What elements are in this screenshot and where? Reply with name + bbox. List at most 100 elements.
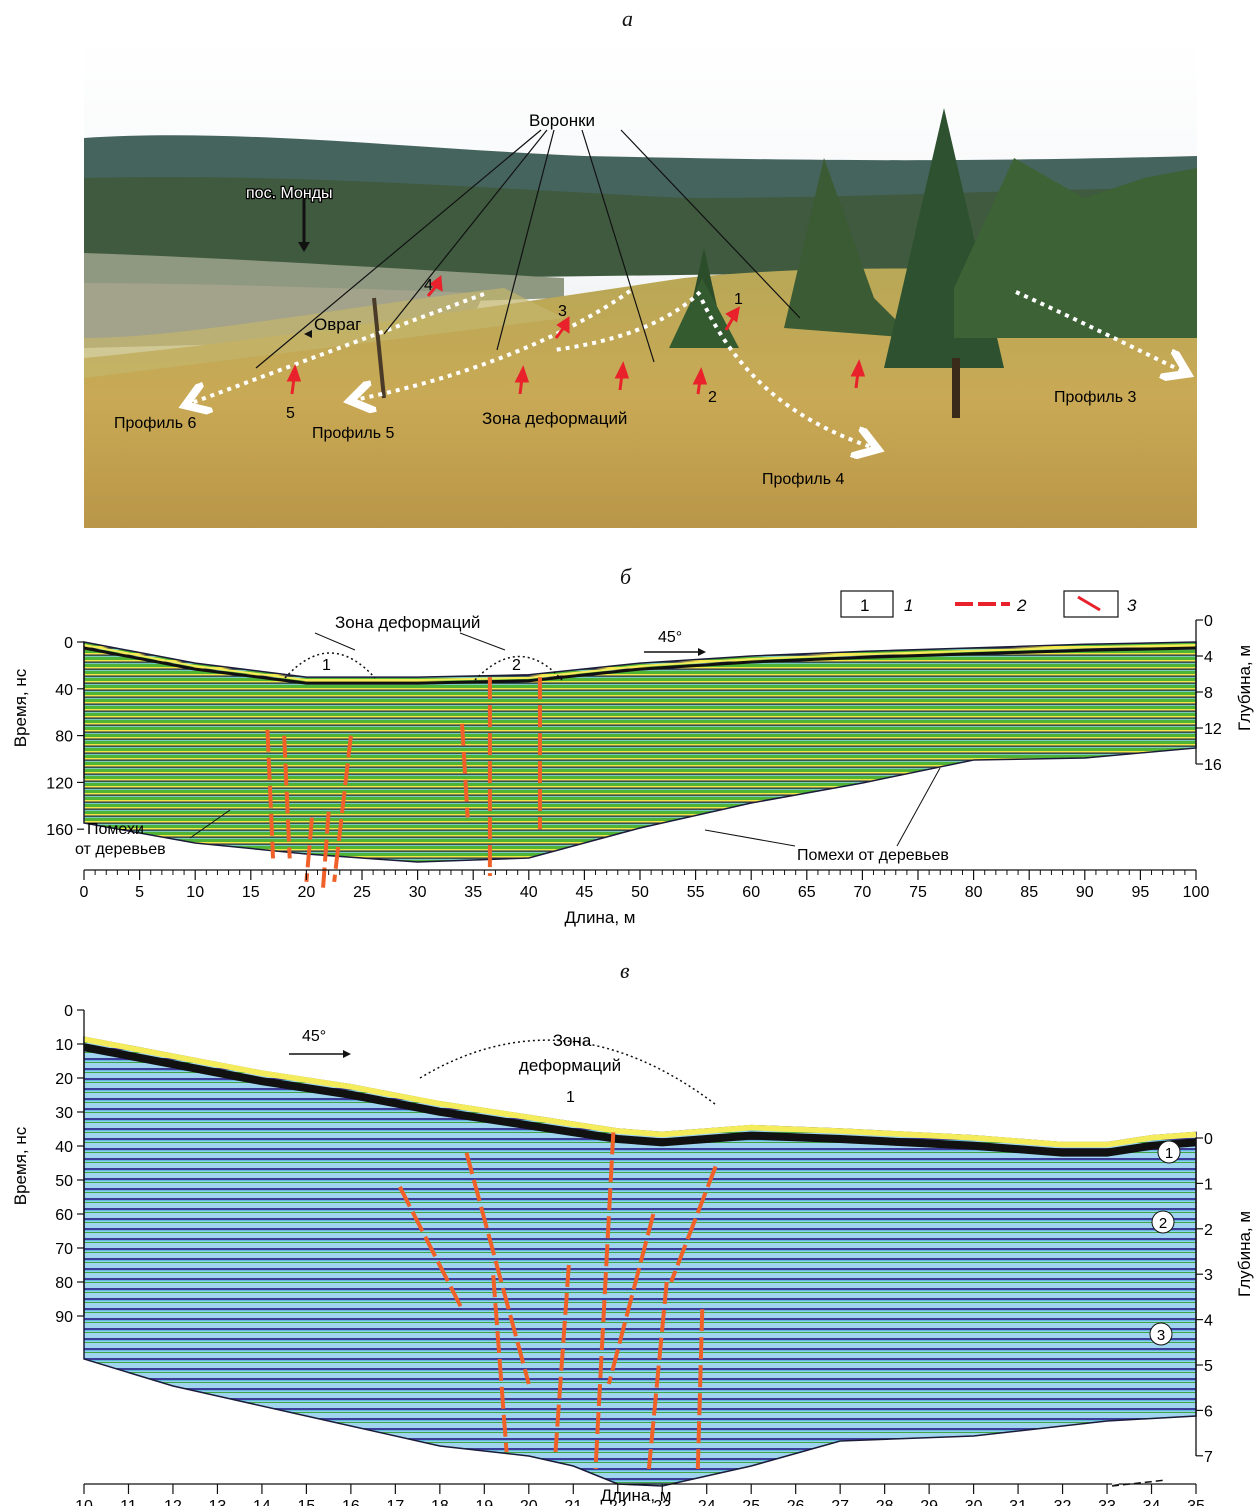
x-tick-label: 35	[464, 884, 482, 901]
fault-line-5	[332, 735, 353, 883]
fault-line-4	[321, 811, 331, 888]
profile-3-label: Профиль 3	[1054, 389, 1137, 406]
marker-5: 5	[286, 405, 295, 422]
b-tree-noise-left-2: от деревьев	[75, 841, 166, 858]
panel-b-letter: б	[620, 564, 632, 589]
y-left-tick-label: 70	[55, 1241, 73, 1258]
y-right-tick-label: 5	[1204, 1358, 1213, 1375]
y-left-tick-label: 40	[55, 682, 73, 699]
b-tree-noise-right: Помехи от деревьев	[797, 847, 949, 864]
fault-line-3	[491, 1275, 509, 1453]
x-tick-label: 28	[876, 1498, 894, 1506]
y-right-tick-label: 7	[1204, 1449, 1213, 1466]
b-deformation-zone-label: Зона деформаций	[335, 613, 480, 632]
y-right-tick-label: 8	[1204, 685, 1213, 702]
x-tick-label: 95	[1132, 884, 1150, 901]
x-tick-label: 22	[609, 1498, 627, 1506]
c-layer-badge-3: 3	[1149, 1322, 1173, 1346]
y-left-tick-label: 120	[46, 775, 73, 792]
profile-6-label: Профиль 6	[114, 415, 197, 432]
x-tick-label: 15	[298, 1498, 316, 1506]
x-tick-label: 11	[120, 1498, 137, 1506]
x-tick-label: 31	[1009, 1498, 1027, 1506]
x-tick-label: 26	[787, 1498, 805, 1506]
x-tick-label: 19	[475, 1498, 493, 1506]
svg-text:3: 3	[1157, 1327, 1165, 1344]
radargram-b: 0 5 10 15 20 25 30 35 40 45 50 55 60 65 70 75 80 85 90 95 10…	[11, 590, 1254, 927]
x-tick-label: 16	[342, 1498, 360, 1506]
surface-reflector-highlight	[83, 643, 1197, 682]
y-left-tick-label: 60	[55, 1207, 73, 1224]
c-xlabel: Длина, м	[601, 1486, 672, 1505]
y-left-tick-label: 10	[55, 1037, 73, 1054]
x-tick-label: 65	[798, 884, 816, 901]
marker-2: 2	[708, 389, 717, 406]
legend-label-2: 2	[1016, 596, 1027, 615]
b-direction-label: 45°	[658, 629, 682, 646]
x-tick-label: 24	[698, 1498, 716, 1506]
y-left-tick-label: 0	[64, 635, 73, 652]
c-direction-label: 45°	[302, 1028, 326, 1045]
y-left-tick-label: 90	[55, 1309, 73, 1326]
x-tick-label: 20	[520, 1498, 538, 1506]
marker-3: 3	[558, 303, 567, 320]
deformation-zone-label: Зона деформаций	[482, 409, 627, 428]
legend-label-3: 3	[1127, 596, 1137, 615]
profile-5-label: Профиль 5	[312, 425, 395, 442]
funnels-label: Воронки	[529, 111, 595, 130]
y-right-tick-label: 2	[1204, 1222, 1213, 1239]
surface-reflector-highlight	[83, 1036, 1197, 1148]
x-tick-label: 12	[164, 1498, 182, 1506]
x-tick-label: 23	[653, 1498, 671, 1506]
x-tick-label: 33	[1098, 1498, 1116, 1506]
x-tick-label: 60	[742, 884, 760, 901]
x-tick-label: 40	[520, 884, 538, 901]
x-tick-label: 10	[75, 1498, 93, 1506]
c-layer-badge-2: 2	[1151, 1210, 1175, 1234]
y-right-tick-label: 4	[1204, 1313, 1213, 1330]
x-tick-label: 20	[298, 884, 316, 901]
c-layer-badge-1: 1	[1157, 1140, 1181, 1164]
y-right-tick-label: 12	[1204, 721, 1222, 738]
y-left-tick-label: 160	[46, 822, 73, 839]
y-right-tick-label: 1	[1204, 1176, 1213, 1193]
x-tick-label: 90	[1076, 884, 1094, 901]
y-right-tick-label: 3	[1204, 1267, 1213, 1284]
b-ylabel-left: Время, нс	[11, 668, 30, 747]
village-label: пос. Монды	[246, 185, 333, 202]
fault-line-8	[460, 723, 470, 818]
x-tick-label: 32	[1054, 1498, 1072, 1506]
y-left-tick-label: 80	[55, 1275, 73, 1292]
y-left-tick-label: 80	[55, 729, 73, 746]
fault-line-6	[606, 1213, 656, 1385]
x-tick-label: 70	[854, 884, 872, 901]
fault-line-7	[669, 1165, 718, 1283]
b-tree-noise-left-1: Помехи	[87, 821, 144, 838]
x-tick-label: 80	[965, 884, 983, 901]
fault-line-1	[265, 729, 276, 859]
y-right-tick-label: 0	[1204, 613, 1213, 630]
panel-a-photo: Воронки пос. Монды Овраг Зона деформаций…	[84, 38, 1197, 528]
x-tick-label: 45	[576, 884, 594, 901]
x-tick-label: 10	[186, 884, 204, 901]
x-tick-label: 0	[80, 884, 89, 901]
x-tick-label: 29	[920, 1498, 938, 1506]
x-tick-label: 27	[831, 1498, 849, 1506]
b-xlabel: Длина, м	[565, 908, 636, 927]
x-tick-label: 21	[564, 1498, 582, 1506]
y-left-tick-label: 50	[55, 1173, 73, 1190]
x-tick-label: 100	[1183, 884, 1210, 901]
y-left-tick-label: 30	[55, 1105, 73, 1122]
svg-text:2: 2	[1159, 1215, 1167, 1232]
y-right-tick-label: 4	[1204, 649, 1213, 666]
x-tick-label: 55	[687, 884, 705, 901]
x-tick-label: 13	[209, 1498, 227, 1506]
panel-c-letter: в	[620, 958, 630, 983]
marker-1: 1	[734, 291, 743, 308]
fault-line-4	[593, 1132, 616, 1470]
fault-line-2	[282, 735, 292, 859]
c-deformation-zone-label-1: Зона	[553, 1031, 592, 1050]
c-zone-number: 1	[566, 1089, 575, 1106]
c-ylabel-left: Время, нс	[11, 1126, 30, 1205]
x-tick-label: 15	[242, 884, 260, 901]
